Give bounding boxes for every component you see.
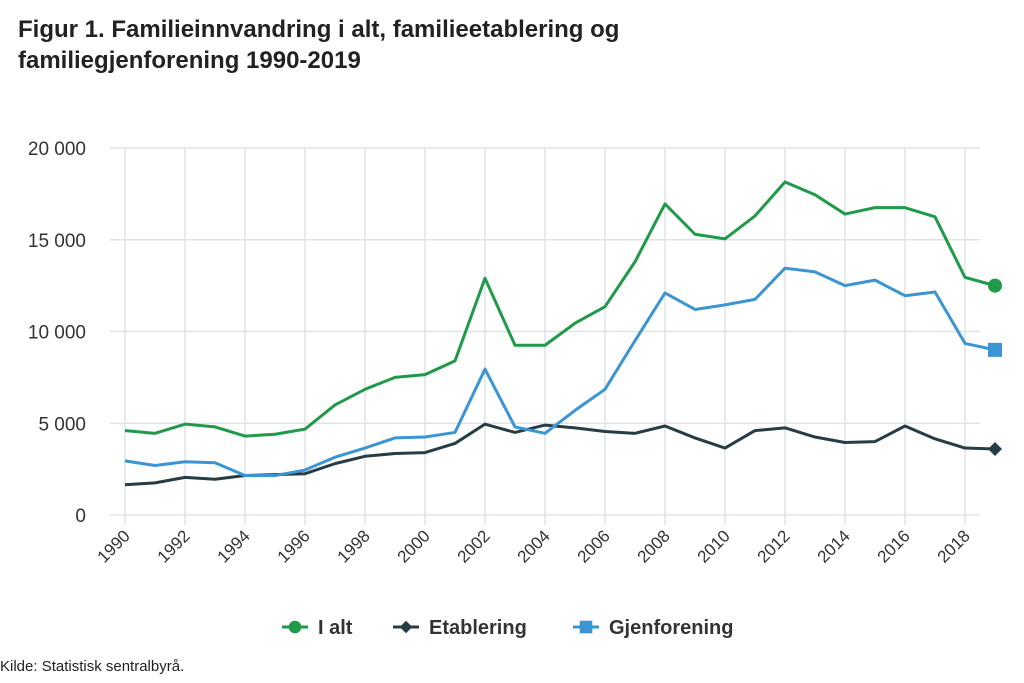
legend-label: Gjenforening <box>609 617 733 639</box>
legend-label: I alt <box>318 617 353 639</box>
x-tick-label: 1998 <box>334 526 374 566</box>
x-tick-label: 1996 <box>274 526 314 566</box>
legend-marker-circle <box>288 620 302 634</box>
x-tick-label: 2012 <box>754 526 794 566</box>
legend-label: Etablering <box>429 617 527 639</box>
y-tick-label: 10 000 <box>28 323 86 344</box>
y-tick-label: 0 <box>75 506 86 527</box>
x-tick-label: 2008 <box>634 526 674 566</box>
x-tick-label: 2016 <box>874 526 914 566</box>
x-tick-label: 1992 <box>154 526 194 566</box>
end-marker-circle <box>988 278 1002 293</box>
series-lines <box>124 180 1002 487</box>
y-axis: 0 5 000 10 000 15 000 20 000 <box>28 139 86 527</box>
series-line-gjenforening <box>124 266 996 478</box>
x-tick-label: 2004 <box>514 526 554 566</box>
x-tick-label: 1990 <box>94 526 134 566</box>
x-tick-label: 2018 <box>934 526 974 566</box>
source-note: Kilde: Statistisk sentralbyrå. <box>0 658 185 675</box>
x-tick-label: 2014 <box>814 526 854 566</box>
x-tick-label: 2000 <box>394 526 434 566</box>
legend-marker-diamond <box>399 620 413 634</box>
grid <box>110 147 980 525</box>
series-line-i-alt <box>124 180 996 438</box>
x-tick-label: 2006 <box>574 526 614 566</box>
x-tick-label: 1994 <box>214 526 254 566</box>
legend-marker-square <box>579 620 593 634</box>
end-marker-square <box>988 342 1002 357</box>
x-tick-label: 2002 <box>454 526 494 566</box>
legend: I alt Etablering Gjenforening <box>282 617 733 639</box>
x-axis: 1990 1992 1994 1996 1998 2000 2002 2004 2006 2008… <box>94 526 974 566</box>
y-tick-label: 5 000 <box>38 414 86 435</box>
end-marker-diamond <box>988 441 1002 456</box>
chart-title: Figur 1. Familieinnvandring i alt, famil… <box>18 16 620 74</box>
y-tick-label: 15 000 <box>28 231 86 252</box>
x-tick-label: 2010 <box>694 526 734 566</box>
y-tick-label: 20 000 <box>28 139 86 160</box>
